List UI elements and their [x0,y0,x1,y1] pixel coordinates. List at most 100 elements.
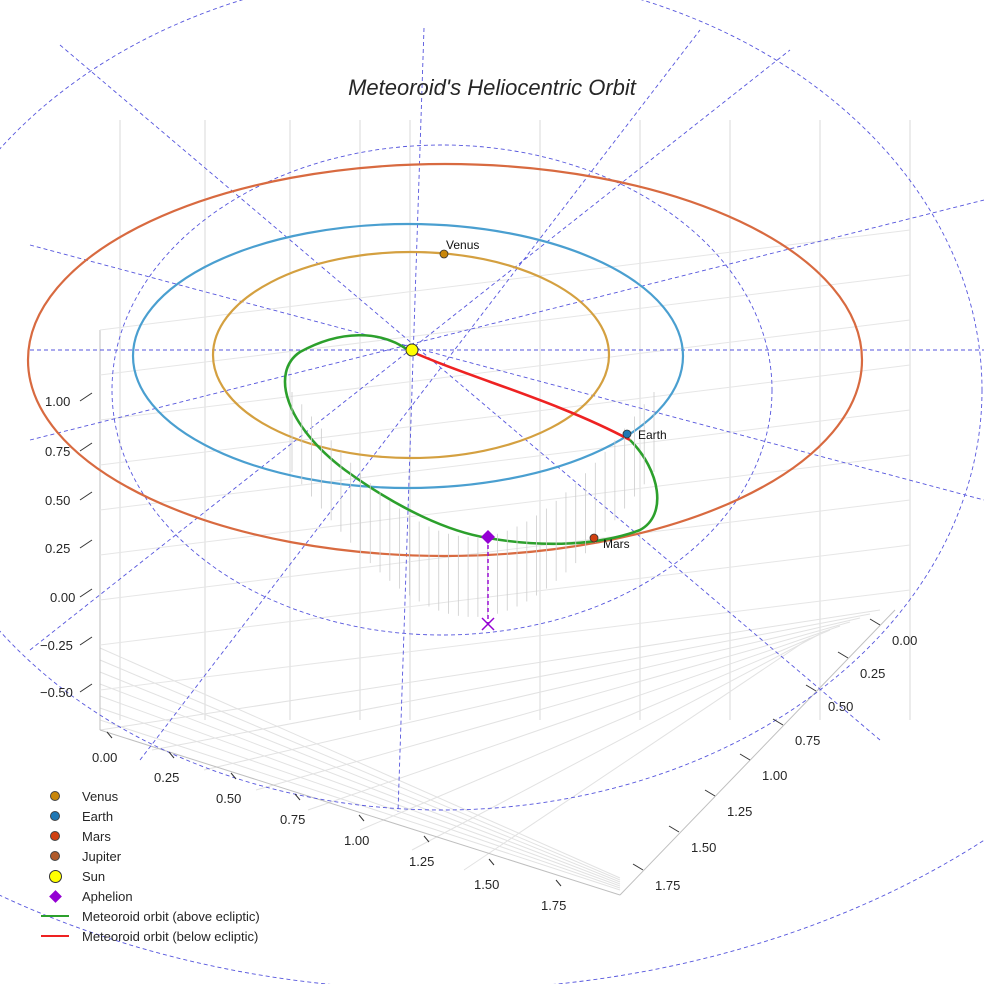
grid-floor-line [99,671,621,883]
legend-label: Mars [82,828,111,844]
legend-item[interactable]: Jupiter [38,846,338,866]
grid-horizontal-line [99,274,911,376]
legend-item[interactable]: Venus [38,786,338,806]
grid-horizontal-line [99,589,911,691]
legend-symbol [38,846,72,866]
meteoroid-orbit-above [283,334,659,546]
aphelion-projection-marker [481,617,495,631]
z-tick-mark [79,442,93,452]
grid-floor-line [307,625,841,811]
grid-floor-line [463,637,811,871]
x-tick-label: 0.25 [154,770,179,785]
legend-dot-icon [50,851,60,861]
y-tick-label: 0.00 [892,633,917,648]
grid-floor-line [203,617,861,771]
mars-marker [589,533,599,543]
earth-orbit [131,222,685,490]
legend-item[interactable]: Meteoroid orbit (below ecliptic) [38,926,338,946]
grid-floor-line [359,629,831,831]
polar-spoke [29,199,984,441]
sun-icon [48,869,62,883]
orbit-lines [26,162,864,624]
legend-symbol [38,806,72,826]
z-tick-label: 0.75 [45,444,70,459]
legend-symbol [38,906,72,926]
legend-symbol [38,826,72,846]
y-tick-label: 0.50 [828,699,853,714]
y-tick-mark [805,684,817,692]
orbit-markers: Venus Earth Mars [405,238,667,631]
grid-horizontal-line [99,499,911,601]
grid-horizontal-line [99,229,911,331]
legend: Venus Earth Mars Jupiter Sun Aphelion Meteoroi… [38,786,338,946]
grid-horizontal-line [99,544,911,646]
venus-marker [439,249,449,259]
legend-item[interactable]: Earth [38,806,338,826]
legend-item[interactable]: Sun [38,866,338,886]
y-tick-mark [704,789,716,797]
x-tick-mark [168,751,175,759]
legend-label: Jupiter [82,848,122,864]
z-tick-label: 1.00 [45,394,70,409]
legend-label: Venus [82,788,119,804]
x-tick-label: 0.75 [280,812,305,827]
x-tick-mark [106,731,113,739]
x-tick-mark [230,772,237,780]
z-tick-mark [79,588,93,598]
aphelion-marker [481,530,495,544]
z-tick-label: 0.00 [50,590,75,605]
polar-ring [111,144,773,636]
grid-horizontal-line [99,319,911,421]
z-tick-label: 0.50 [45,493,70,508]
legend-item[interactable]: Meteoroid orbit (above ecliptic) [38,906,338,926]
y-tick-mark [632,863,644,871]
earth-marker [622,429,632,439]
y-tick-label: 1.75 [655,878,680,893]
grid-horizontal-line [99,454,911,556]
grid-floor-line [151,613,871,751]
x-tick-mark [488,858,495,866]
x-tick-label: 1.25 [409,854,434,869]
polar-ring [0,0,983,811]
legend-symbol [38,786,72,806]
legend-item[interactable]: Aphelion [38,886,338,906]
y-axis-line [619,609,896,896]
polar-spoke [59,44,881,741]
grid-floor-line [255,621,851,791]
legend-line-icon [41,915,69,917]
legend-dot-icon [50,791,60,801]
legend-label: Sun [82,868,106,884]
pane-grid [99,120,911,896]
venus-orbit [211,250,611,460]
legend-label: Earth [82,808,114,824]
x-tick-label: 1.00 [344,833,369,848]
z-tick-label: 0.25 [45,541,70,556]
polar-spoke [139,29,701,761]
chart-title: Meteoroid's Heliocentric Orbit [348,75,637,100]
legend-line-icon [41,935,69,937]
x-tick-mark [294,793,301,801]
mars-orbit [26,162,864,558]
legend-label: Meteoroid orbit (below ecliptic) [82,928,259,944]
grid-horizontal-line [99,364,911,466]
polar-spoke [29,244,984,501]
axis-ticks: 1.00 0.75 0.50 0.25 0.00 −0.25 −0.50 0.00 0.25 0.… [40,392,917,913]
y-tick-mark [837,651,849,659]
grid-floor-line [411,633,821,851]
grid-floor-line [99,707,621,889]
y-tick-mark [668,825,680,833]
legend-symbol [38,886,72,906]
mars-label: Mars [603,537,630,551]
z-tick-mark [79,636,93,646]
z-tick-mark [79,491,93,501]
x-axis-line [99,729,621,896]
x-tick-label: 0.00 [92,750,117,765]
x-tick-mark [555,879,562,887]
earth-label: Earth [638,428,667,442]
y-tick-label: 1.50 [691,840,716,855]
grid-floor-line [99,647,621,879]
legend-dot-icon [50,831,60,841]
z-tick-mark [79,683,93,693]
legend-item[interactable]: Mars [38,826,338,846]
legend-symbol [38,866,72,886]
